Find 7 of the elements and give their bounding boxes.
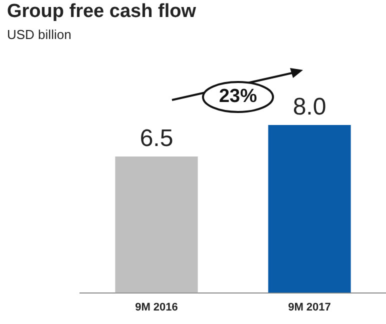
x-tick-label: 9M 2016 <box>135 301 178 314</box>
text: 23% <box>203 84 273 110</box>
chart-subtitle: USD billion <box>7 27 72 42</box>
data-label: 6.5 <box>140 125 174 152</box>
data-label: 8.0 <box>292 94 326 121</box>
x-tick-label: 9M 2017 <box>288 301 331 314</box>
chart-title: Group free cash flow <box>7 1 196 23</box>
